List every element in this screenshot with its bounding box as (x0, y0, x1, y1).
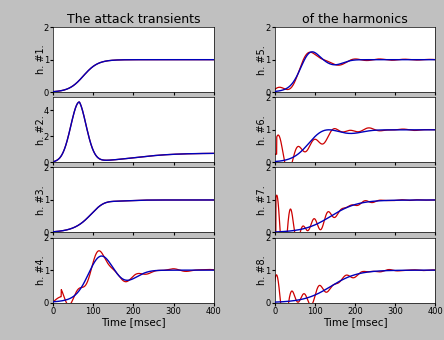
Y-axis label: h. #2.: h. #2. (36, 115, 46, 145)
Y-axis label: h. #8.: h. #8. (258, 255, 267, 285)
Y-axis label: h. #3.: h. #3. (36, 185, 46, 215)
Title: The attack transients: The attack transients (67, 13, 200, 26)
X-axis label: Time [msec]: Time [msec] (323, 317, 387, 327)
Y-axis label: h. #1.: h. #1. (36, 45, 46, 74)
X-axis label: Time [msec]: Time [msec] (101, 317, 166, 327)
Y-axis label: h. #5.: h. #5. (258, 45, 267, 74)
Title: of the harmonics: of the harmonics (302, 13, 408, 26)
Y-axis label: h. #6.: h. #6. (258, 115, 267, 144)
Y-axis label: h. #4.: h. #4. (36, 255, 46, 285)
Y-axis label: h. #7.: h. #7. (258, 185, 267, 215)
